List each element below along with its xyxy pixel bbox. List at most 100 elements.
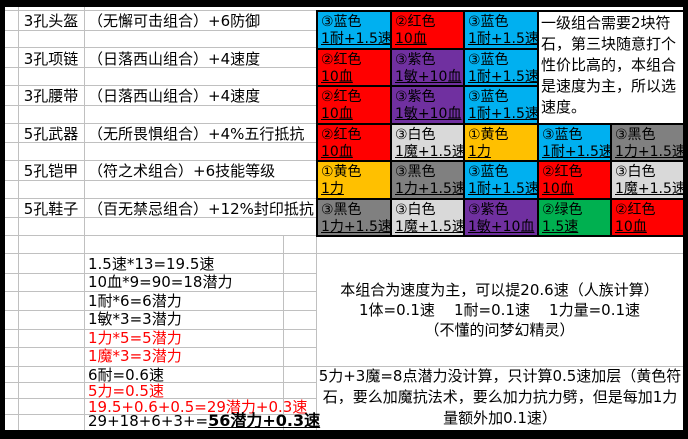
gem-cell[interactable]: ③蓝色 1耐+1.5速 [463,10,539,50]
calc-line[interactable]: 1耐*6=6潜力 [88,292,182,310]
total-line[interactable]: 29+18+6+3+=56潜力+0.3速 [88,411,321,430]
gem-label: ③蓝色 [468,52,509,68]
gridline [5,291,316,292]
gem-cell[interactable]: ③白色 1魔+1.5速 [610,160,685,200]
gridline [5,123,316,124]
gem-cell[interactable]: ②绿色 1.5速 [537,198,612,237]
equipment-desc-cell[interactable]: （符之术组合）+6技能等级 [88,162,276,180]
gem-stat: 1力+1.5速 [615,144,685,160]
gem-cell[interactable]: ③黑色 1力+1.5速 [610,123,685,162]
total-line[interactable]: 5力=0.5速 [88,382,164,400]
note-middle-line2: 1体=0.1速 1耐=0.1速 1力量=0.1速 [358,301,641,319]
gem-cell[interactable]: ③蓝色 1耐+1.5速 [463,85,539,125]
gem-cell[interactable]: ③蓝色 1耐+1.5速 [316,10,392,50]
equipment-name-cell[interactable]: 3孔项链 [23,50,79,68]
gridline [5,329,316,330]
gem-stat: 1耐+1.5速 [468,106,539,122]
equipment-desc-cell[interactable]: （日落西山组合）+4速度 [88,87,261,105]
gem-label: ③蓝色 [321,14,362,30]
gridline [5,180,316,181]
gem-cell[interactable]: ③蓝色 1耐+1.5速 [463,48,539,87]
gem-cell[interactable]: ③蓝色 1耐+1.5速 [463,160,539,200]
equipment-name-cell[interactable]: 5孔武器 [23,125,79,143]
gem-cell[interactable]: ②红色 10血 [316,48,392,87]
equipment-desc-cell[interactable]: （无所畏惧组合）+4%五行抵抗 [88,125,305,143]
gem-stat: 1耐+1.5速 [468,69,539,85]
gridline [5,414,316,415]
gem-label: ③白色 [615,164,656,180]
gem-label: ③白色 [395,202,436,218]
equipment-desc-cell[interactable]: （无懈可击组合）+6防御 [88,12,261,30]
gem-cell[interactable]: ②红色 10血 [610,198,685,237]
gem-cell[interactable]: ③白色 1魔+1.5速 [390,198,465,237]
gem-cell[interactable]: ②红色 10血 [316,85,392,125]
gem-stat: 10血 [321,69,353,85]
gem-cell[interactable]: ③蓝色 1耐+1.5速 [537,123,612,162]
gridline [316,235,317,430]
gem-cell[interactable]: ③黑色 1力+1.5速 [316,198,392,237]
gem-label: ③黑色 [321,202,362,218]
gem-stat: 10血 [542,181,574,197]
calc-line[interactable]: 1魔*3=3潜力 [88,347,182,365]
gem-cell[interactable]: ③白色 1魔+1.5速 [390,123,465,162]
gem-cell[interactable]: ①黄色 1力 [463,123,539,162]
note-top-right[interactable]: 一级组合需要2块符石，第三块随意打个性价比高的，本组合是速度为主，所以选速度。 [537,10,685,125]
gem-stat: 10血 [321,106,353,122]
gem-stat: 1耐+1.5速 [468,31,539,47]
gem-cell[interactable]: ②红色 10血 [316,123,392,162]
gem-grid: ③蓝色 1耐+1.5速 ②红色 10血 ③蓝色 1耐+1.5速 ②红色 10血 … [316,10,685,237]
total-line[interactable]: 19.5+0.6+0.5=29潜力+0.3速 [88,398,308,416]
gridline [5,310,316,311]
gem-label: ②红色 [321,127,362,143]
gem-cell[interactable]: ③黑色 1力+1.5速 [390,160,465,200]
gem-stat: 1敏+10血 [395,106,462,122]
equipment-name-cell[interactable]: 3孔腰带 [23,87,79,105]
equipment-desc-cell[interactable]: （百无禁忌组合）+12%封印抵抗 [88,200,314,218]
gridline [5,47,316,48]
gem-cell[interactable]: ②红色 10血 [537,160,612,200]
gem-label: ③紫色 [468,202,509,218]
equipment-name-cell[interactable]: 5孔鞋子 [23,200,79,218]
gem-stat: 1魔+1.5速 [615,181,685,197]
note-middle-line3: （不懂的问梦幻精灵） [424,321,575,339]
gem-stat: 1力+1.5速 [321,219,392,235]
gem-cell[interactable]: ②红色 10血 [390,10,465,50]
gem-label: ③黑色 [615,127,656,143]
note-bottom[interactable]: 5力+3魔=8点潜力没计算，只计算0.5速加层（黄色符石，要么加魔抗法术，要么加… [318,366,682,428]
equipment-desc-cell[interactable]: （日落西山组合）+4速度 [88,50,261,68]
gem-label: ③蓝色 [542,127,583,143]
gem-cell[interactable]: ③紫色 1敏+10血 [463,198,539,237]
gem-label: ②红色 [321,89,362,105]
gem-stat: 10血 [395,31,427,47]
gem-label: ②红色 [615,202,656,218]
gridline [5,198,316,199]
gridline [5,398,316,399]
gem-cell[interactable]: ①黄色 1力 [316,160,392,200]
calc-line[interactable]: 1敏*3=3潜力 [88,310,182,328]
gem-cell[interactable]: ③紫色 1敏+10血 [390,48,465,87]
gem-stat: 10血 [615,219,647,235]
gem-stat: 1力+1.5速 [395,181,465,197]
gem-stat: 1力 [468,144,491,160]
gridline [5,85,316,86]
gem-stat: 1敏+10血 [468,219,535,235]
calc-line[interactable]: 1力*5=5潜力 [88,329,182,347]
note-middle[interactable]: 本组合为速度为主，可以提20.6速（人族计算） 1体=0.1速 1耐=0.1速 … [316,254,683,366]
gridline [5,217,316,218]
equipment-name-cell[interactable]: 3孔头盔 [23,12,79,30]
equipment-name-cell[interactable]: 5孔铠甲 [23,162,79,180]
gem-stat: 10血 [321,144,353,160]
gem-label: ③紫色 [395,52,436,68]
total-line[interactable]: 6耐=0.6速 [88,366,164,384]
calc-line[interactable]: 1.5速*13=19.5速 [88,255,215,273]
gem-label: ②红色 [321,52,362,68]
gem-cell[interactable]: ③紫色 1敏+10血 [390,85,465,125]
gridline [5,382,316,383]
gem-label: ③蓝色 [468,89,509,105]
note-bottom-text: 5力+3魔=8点潜力没计算，只计算0.5速加层（黄色符石，要么加魔抗法术，要么加… [318,366,682,427]
calc-line[interactable]: 10血*9=90=18潜力 [88,273,233,291]
gem-stat: 1魔+1.5速 [395,219,465,235]
total-final-value: 56潜力+0.3速 [208,411,321,430]
gridline [84,7,85,430]
